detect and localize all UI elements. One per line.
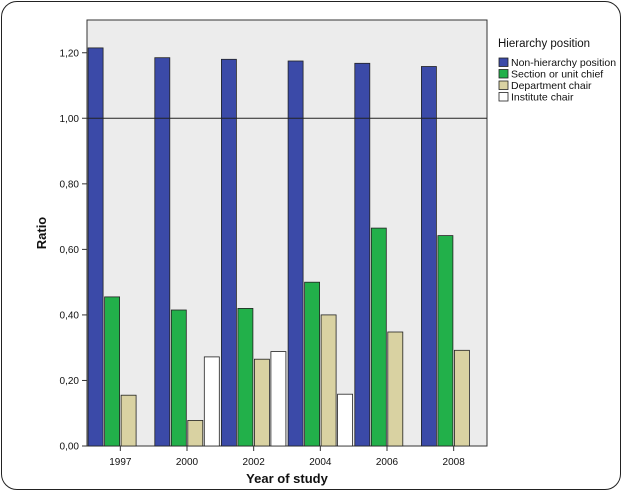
legend-swatch-institute-chair (498, 92, 509, 102)
bar-section-or-unit-chief-1997 (104, 296, 120, 447)
bar-non-hierarchy-position-2008 (420, 66, 437, 447)
bar-section-or-unit-chief-2008 (437, 235, 454, 447)
y-tick-label: 0,80 (60, 179, 80, 190)
x-axis: 1997 2000 2002 2004 2006 2008 (109, 446, 465, 468)
x-tick-label: 2002 (243, 457, 266, 468)
y-tick-label: 0,60 (60, 245, 80, 256)
legend: Hierarchy position Non-hierarchy positio… (498, 38, 616, 104)
bar-institute-chair-2002 (270, 351, 287, 447)
bar-section-or-unit-chief-2006 (370, 227, 387, 447)
bar-department-chair-2006 (387, 331, 404, 447)
bar-section-or-unit-chief-2002 (237, 307, 254, 447)
legend-swatch-section-or-unit-chief (498, 69, 509, 79)
y-tick-label: 0,20 (60, 376, 80, 387)
bar-department-chair-2002 (253, 358, 270, 447)
bar-non-hierarchy-position-2002 (220, 58, 237, 447)
x-tick-label: 2008 (443, 457, 466, 468)
legend-label-institute-chair: Institute chair (511, 92, 574, 104)
bar-department-chair-2008 (453, 349, 470, 447)
y-axis-title: Ratio (34, 217, 49, 250)
x-tick-label: 1997 (109, 457, 132, 468)
bar-non-hierarchy-position-2000 (154, 57, 171, 447)
bar-non-hierarchy-position-2006 (354, 62, 371, 447)
bar-department-chair-2004 (320, 314, 337, 447)
bar-department-chair-1997 (120, 394, 137, 447)
legend-swatch-non-hierarchy-position (498, 57, 509, 67)
bar-non-hierarchy-position-1997 (87, 47, 104, 447)
bar-institute-chair-2004 (337, 393, 354, 447)
bar-department-chair-2000 (187, 419, 204, 447)
bar-institute-chair-2000 (203, 356, 220, 447)
bars-group (87, 47, 470, 447)
y-tick-label: 0,40 (60, 310, 80, 321)
x-tick-label: 2004 (309, 457, 332, 468)
legend-label-non-hierarchy-position: Non-hierarchy position (511, 57, 616, 69)
x-axis-title: Year of study (246, 471, 328, 486)
y-tick-label: 0,00 (60, 442, 80, 453)
y-tick-label: 1,20 (60, 48, 80, 59)
plot-area (86, 19, 488, 447)
y-tick-label: 1,00 (60, 114, 80, 125)
legend-title: Hierarchy position (498, 38, 590, 50)
legend-swatch-department-chair (498, 80, 509, 90)
bar-section-or-unit-chief-2000 (170, 309, 187, 447)
legend-label-section-or-unit-chief: Section or unit chief (511, 69, 603, 81)
bar-section-or-unit-chief-2004 (304, 281, 321, 447)
x-tick-label: 2000 (176, 457, 199, 468)
bar-non-hierarchy-position-2004 (287, 60, 304, 447)
y-axis: 0,00 0,20 0,40 0,60 0,80 1,00 1,20 (60, 48, 87, 453)
x-tick-label: 2006 (376, 457, 399, 468)
legend-label-department-chair: Department chair (511, 80, 592, 92)
